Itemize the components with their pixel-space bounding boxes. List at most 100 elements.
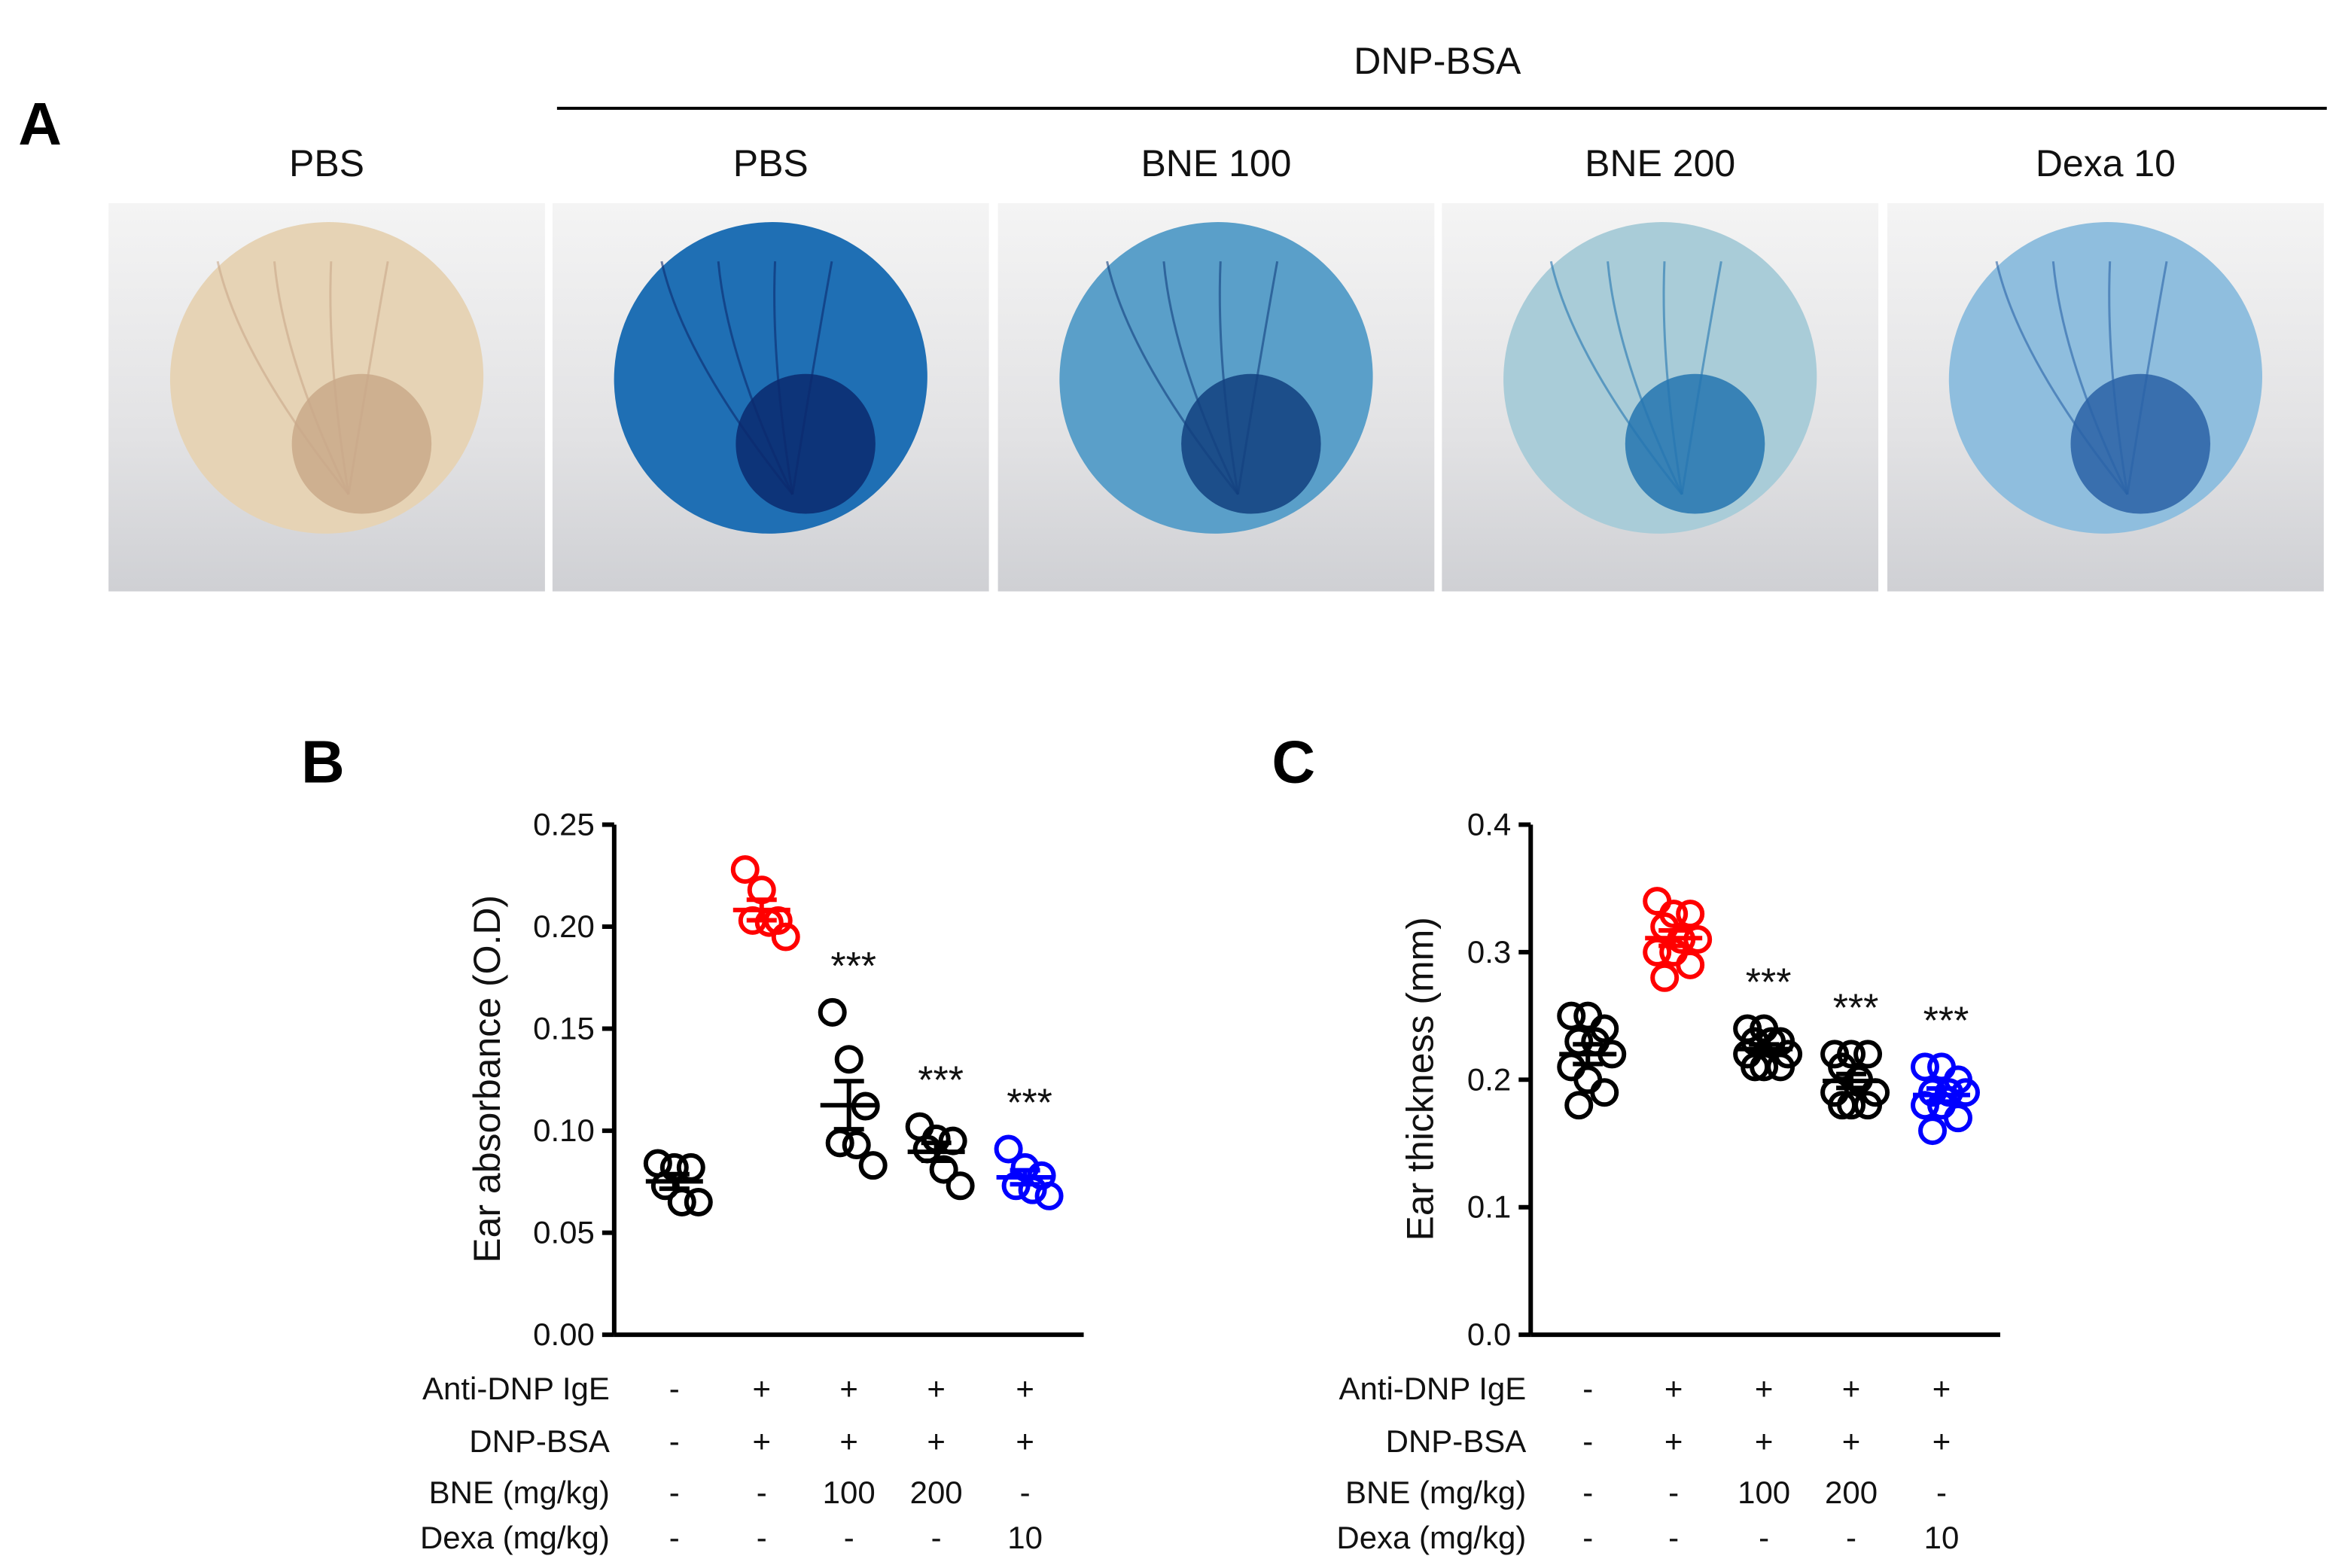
data-point [730,855,760,884]
ear-vessel [1106,260,1239,495]
condition-value: - [1668,1520,1679,1555]
ear-stain [2070,373,2211,514]
data-point [842,1131,871,1160]
data-point [994,1134,1023,1164]
significance-annotation: *** [918,1059,964,1103]
y-axis-label: Ear thickness (mm) [1399,917,1441,1241]
data-point [1676,900,1705,929]
ear-stain [1625,373,1765,514]
data-point [929,1155,958,1184]
panel-b: B 0.00 0.05 0.10 0.15 0.20 0.25 Ear absorbance … [301,729,1084,1555]
condition-value: + [1016,1371,1034,1406]
condition-label: BNE (mg/kg) [429,1475,610,1510]
ear-stain [736,373,876,514]
data-point [1590,1078,1619,1107]
data-point [1951,1078,1980,1107]
group-1 [1557,1001,1627,1120]
condition-value: - [1668,1475,1679,1510]
significance-annotation: *** [1746,961,1792,1005]
data-point [1643,887,1672,916]
condition-value: 10 [1007,1520,1043,1555]
data-point [1911,1052,1940,1082]
panel-a: A DNP-BSA PBS PBS BNE 100 BNE 200 Dexa 10 [18,40,2327,592]
condition-value: + [1664,1371,1683,1406]
ear-vessel [1236,260,1279,495]
condition-value: 100 [823,1475,876,1510]
condition-value: - [757,1520,767,1555]
condition-value: - [669,1475,680,1510]
condition-value: 10 [1924,1520,1960,1555]
ear-vessel [1995,260,2129,495]
ear-vessel [2126,260,2168,495]
ear-photo-3: BNE 100 [997,142,1435,592]
group-2 [1643,887,1713,992]
significance-annotation: *** [1007,1081,1052,1125]
condition-label: Anti-DNP IgE [1339,1371,1526,1406]
data-point [771,922,800,951]
data-point [1927,1052,1956,1082]
condition-value: + [1842,1423,1861,1459]
data-point [1837,1091,1866,1120]
condition-value: + [927,1423,946,1459]
data-point [1557,1001,1586,1031]
data-point [1918,1116,1948,1146]
data-point [1676,950,1705,979]
condition-value: 100 [1738,1475,1790,1510]
condition-value: + [1664,1423,1683,1459]
group-1 [643,1149,713,1216]
condition-value: - [844,1520,854,1555]
condition-value: + [839,1423,858,1459]
data-point [1828,1091,1857,1120]
condition-value: - [669,1371,680,1406]
y-tick-label: 0.4 [1467,806,1511,842]
ear-vessel [1662,261,1683,495]
condition-value: - [1846,1520,1856,1555]
y-tick-label: 0.0 [1467,1317,1511,1352]
ear-stain [1181,373,1321,514]
panel-letter: C [1272,729,1315,796]
condition-label: DNP-BSA [1386,1423,1527,1459]
ear-vessel [1680,260,1722,495]
panel-c: C 0.0 0.1 0.2 0.3 0.4 Ear thickness (mm) *** ***… [1272,729,2000,1555]
ear-photo-1: PBS [108,142,545,592]
photo-label: Dexa 10 [2036,142,2176,184]
photo-label: PBS [733,142,809,184]
condition-value: - [757,1475,767,1510]
data-point [1944,1104,1972,1133]
data-point [1564,1091,1594,1120]
condition-value: 200 [1825,1475,1878,1510]
y-axis-label: Ear absorbance (O.D) [466,895,508,1263]
condition-value: - [1759,1520,1769,1555]
y-tick-label: 0.05 [533,1215,595,1250]
group-3: *** [818,945,888,1180]
ear-vessel [329,261,350,495]
condition-value: - [1582,1475,1593,1510]
condition-value: + [839,1371,858,1406]
ear-vessel [717,261,794,495]
y-tick-label: 0.25 [533,806,595,842]
data-point [1557,1052,1586,1082]
group-5: *** [994,1081,1064,1210]
photo-label: BNE 100 [1141,142,1291,184]
group-4: *** [1820,986,1890,1120]
ear-vessel [347,260,389,495]
ear-vessel [1607,261,1683,495]
data-point [818,997,847,1027]
condition-value: - [1582,1371,1593,1406]
ear-vessel [273,261,350,495]
ear-vessel [660,260,793,495]
condition-value: 200 [910,1475,963,1510]
ear-vessel [2051,261,2129,495]
panel-letter: B [301,729,345,796]
data-point [1573,1001,1603,1031]
group-4: *** [905,1059,975,1201]
condition-label: Anti-DNP IgE [422,1371,610,1406]
condition-value: + [1932,1371,1951,1406]
condition-value: + [753,1423,772,1459]
significance-annotation: *** [1833,986,1879,1030]
ear-vessel [1218,261,1239,495]
condition-label: Dexa (mg/kg) [1336,1520,1526,1555]
condition-value: - [1582,1423,1593,1459]
photo-label: PBS [289,142,364,184]
